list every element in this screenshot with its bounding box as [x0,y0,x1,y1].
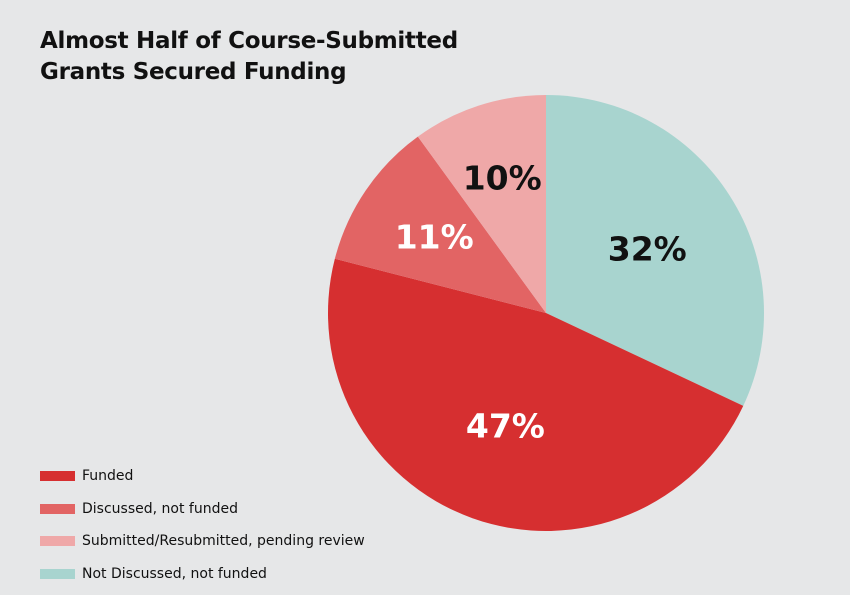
legend-item: Discussed, not funded [40,493,365,526]
legend-label: Discussed, not funded [82,500,238,517]
slice-label: 47% [466,406,545,445]
legend-label: Not Discussed, not funded [82,565,267,582]
legend-label: Submitted/Resubmitted, pending review [82,533,365,550]
chart-title: Almost Half of Course-Submitted Grants S… [40,28,458,85]
legend-item: Not Discussed, not funded [40,558,365,591]
legend: Funded Discussed, not funded Submitted/Res… [40,460,365,590]
pie-slice-submitted-resubmitted-pending-review [417,95,546,313]
pie-slice-discussed-not-funded [334,136,546,313]
legend-swatch [40,568,75,579]
legend-item: Submitted/Resubmitted, pending review [40,525,365,558]
slice-label: 32% [608,229,687,268]
legend-item: Funded [40,460,365,493]
legend-swatch [40,536,75,547]
legend-swatch [40,503,75,514]
slice-label: 11% [395,218,474,257]
pie-slice-funded [327,258,744,531]
pie-slice-not-discussed-not-funded [546,95,764,406]
legend-swatch [40,471,75,482]
slice-label: 10% [463,159,542,198]
legend-label: Funded [82,468,134,485]
